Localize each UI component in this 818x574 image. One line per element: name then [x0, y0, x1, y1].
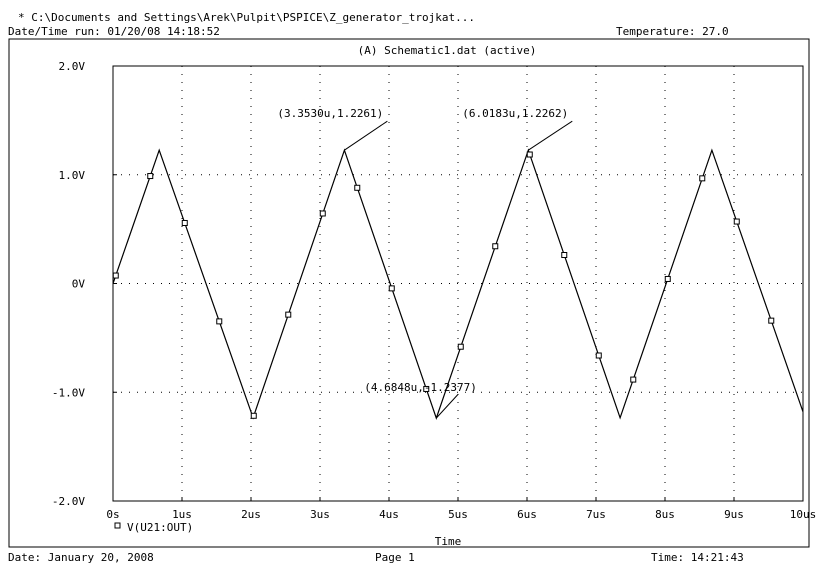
series-marker: [699, 175, 706, 182]
axis-ticks: 0s 1us 2us 3us 4us 5us 6us 7us 8us 9us 10us 2.0V 1.0…: [52, 60, 816, 521]
y-tick-label: -1.0V: [52, 386, 85, 399]
x-tick-label: 5us: [448, 508, 468, 521]
annotation-leader: [344, 120, 388, 151]
y-tick-label: -2.0V: [52, 495, 85, 508]
series-marker: [561, 252, 568, 259]
x-tick-label: 2us: [241, 508, 261, 521]
x-tick-label: 7us: [586, 508, 606, 521]
annotation-label: (4.6848u,-1.2377): [364, 381, 477, 394]
grid: [113, 66, 803, 501]
legend-marker-icon: [114, 522, 121, 529]
series-marker: [181, 219, 188, 226]
x-tick-label: 3us: [310, 508, 330, 521]
run-datetime: Date/Time run: 01/20/08 14:18:52: [8, 25, 220, 38]
footer-time: Time: 14:21:43: [651, 551, 744, 564]
annotation-leader: [527, 120, 573, 151]
series-marker: [526, 151, 533, 158]
series-marker: [457, 343, 464, 350]
series-marker: [492, 243, 499, 250]
annotation-label: (3.3530u,1.2261): [277, 107, 383, 120]
annotations: (3.3530u,1.2261) (6.0183u,1.2262) (4.6848u…: [277, 107, 573, 419]
series-marker: [216, 318, 223, 325]
series-marker: [285, 311, 292, 318]
x-tick-label: 9us: [724, 508, 744, 521]
x-tick-label: 10us: [790, 508, 817, 521]
footer-page: Page 1: [375, 551, 415, 564]
series-marker: [733, 218, 740, 225]
chart-title: (A) Schematic1.dat (active): [358, 44, 537, 57]
temperature: Temperature: 27.0: [616, 25, 729, 38]
window-frame: [8, 38, 810, 548]
y-tick-label: 2.0V: [59, 60, 86, 73]
file-path: * C:\Documents and Settings\Arek\Pulpit\…: [18, 11, 475, 24]
footer-date: Date: January 20, 2008: [8, 551, 154, 564]
series-marker: [595, 352, 602, 359]
series-marker: [388, 285, 395, 292]
annotation-label: (6.0183u,1.2262): [462, 107, 568, 120]
x-tick-label: 8us: [655, 508, 675, 521]
legend: V(U21:OUT): [114, 521, 193, 534]
x-tick-label: 1us: [172, 508, 192, 521]
series-marker: [250, 412, 257, 419]
y-tick-label: 1.0V: [59, 169, 86, 182]
series-marker: [768, 317, 775, 324]
x-tick-label: 4us: [379, 508, 399, 521]
series-marker: [630, 376, 637, 383]
x-tick-label: 0s: [106, 508, 119, 521]
series-marker: [423, 385, 430, 392]
x-tick-label: 6us: [517, 508, 537, 521]
series-marker: [354, 184, 361, 191]
series-line: [112, 148, 804, 420]
y-tick-label: 0V: [72, 278, 86, 291]
series-marker: [147, 173, 154, 180]
series-marker: [112, 272, 119, 279]
x-axis-label: Time: [435, 535, 462, 548]
series-marker: [664, 275, 671, 282]
annotation-leader: [435, 393, 459, 419]
series-marker: [319, 210, 326, 217]
legend-label: V(U21:OUT): [127, 521, 193, 534]
